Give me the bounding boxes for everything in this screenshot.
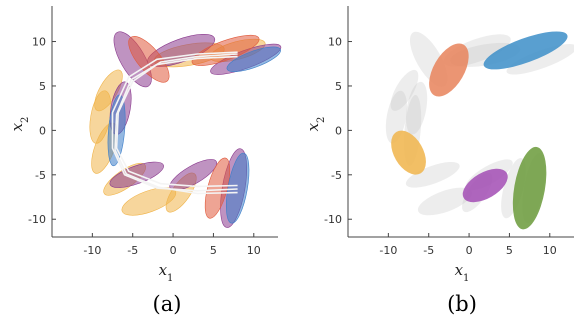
panel-a-y-label: x2	[8, 117, 31, 132]
panel-a-x-tick-label: -5	[127, 244, 138, 257]
panel-b-y-tick-label: 0	[335, 124, 342, 137]
panel-a-y-tick-label: 5	[39, 80, 46, 93]
panel-a-x-tick-label: 10	[247, 244, 261, 257]
panel-b-highlighted-ellipse	[483, 31, 568, 70]
panel-b-highlighted-ellipse	[429, 43, 469, 97]
panel-a-y-tick-label: -10	[28, 213, 46, 226]
panel-a-x-label: x1	[159, 261, 174, 284]
panel-a-y-tick-label: 0	[39, 124, 46, 137]
panel-a-trajectory	[115, 55, 238, 188]
panel-a-x-tick-label: 0	[170, 244, 177, 257]
panel-a-ellipse	[169, 159, 218, 191]
panel-b-background-ellipse	[405, 161, 460, 188]
panel-b: -10 -5 0 5 10 -10 -5 0 5 10 x1 x2 (b)	[304, 6, 574, 316]
panel-a-ellipse	[226, 46, 281, 72]
panel-a-trajectory	[114, 53, 238, 195]
panel-b-y-tick-label: -10	[324, 213, 342, 226]
panel-b-highlighted-ellipse	[512, 146, 547, 230]
panel-a: -10 -5 0 5 10 -10 -5 0 5 10 x1 x2 (a)	[8, 6, 282, 316]
panel-b-ellipses	[385, 31, 574, 230]
panel-b-x-tick-label: -10	[379, 244, 397, 257]
panel-b-x-tick-label: 5	[506, 244, 513, 257]
panel-b-y-label: x2	[304, 117, 327, 132]
panel-b-x-tick-label: 10	[543, 244, 557, 257]
panel-b-axes: -10 -5 0 5 10 -10 -5 0 5 10 x1 x2	[304, 6, 574, 284]
panel-b-background-ellipse	[506, 44, 574, 75]
panel-a-x-tick-label: -10	[83, 244, 101, 257]
panel-a-y-tick-label: 10	[32, 36, 46, 49]
panel-b-background-ellipse	[390, 69, 419, 111]
panel-b-background-ellipse	[385, 90, 408, 144]
panel-b-x-tick-label: -5	[423, 244, 434, 257]
panel-a-y-tick-label: -5	[35, 169, 46, 182]
panel-a-axes: -10 -5 0 5 10 -10 -5 0 5 10 x1 x2	[8, 6, 278, 284]
panel-b-y-tick-label: 10	[328, 36, 342, 49]
panel-b-background-ellipse	[417, 187, 472, 216]
panel-b-highlighted-ellipse	[391, 130, 426, 175]
panel-b-x-tick-label: 0	[466, 244, 473, 257]
panel-a-ellipse	[128, 36, 170, 83]
panel-b-background-ellipse	[406, 81, 428, 135]
panel-b-y-tick-label: -5	[331, 169, 342, 182]
panel-b-x-label: x1	[455, 261, 470, 284]
panel-a-trajectories	[111, 51, 238, 195]
panel-a-caption: (a)	[153, 292, 182, 316]
panel-b-highlighted-ellipse	[462, 168, 508, 203]
panel-a-x-tick-label: 5	[210, 244, 217, 257]
panel-b-y-tick-label: 5	[335, 80, 342, 93]
panel-b-caption: (b)	[447, 292, 477, 316]
